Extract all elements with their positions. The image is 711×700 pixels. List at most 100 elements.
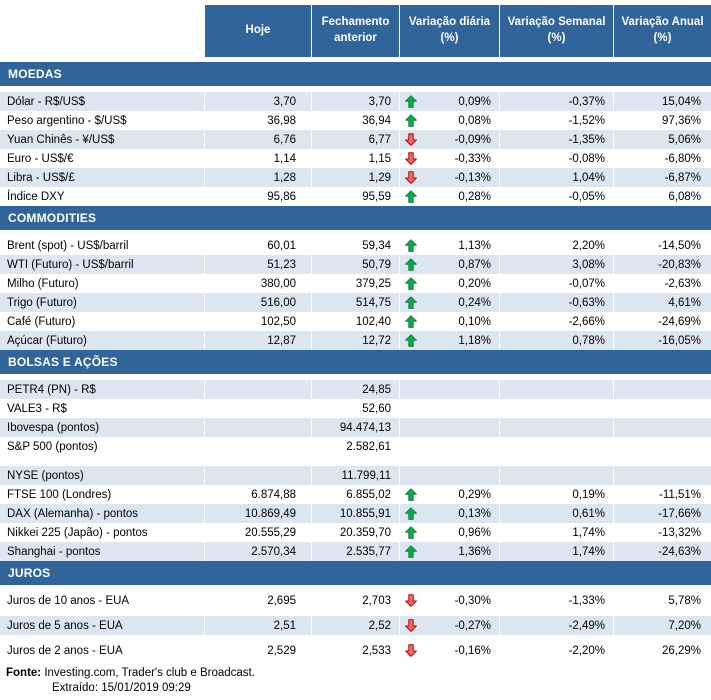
variacao-diaria-cell: 0,96% — [400, 523, 499, 542]
fechamento-anterior-value: 52,60 — [312, 399, 399, 418]
variacao-diaria-cell: 0,10% — [400, 312, 499, 331]
up-arrow-icon — [405, 331, 417, 350]
variacao-semanal-value: 2,20% — [500, 236, 613, 255]
fechamento-anterior-value: 102,40 — [312, 312, 399, 331]
fechamento-anterior-value: 1,29 — [312, 168, 399, 187]
variacao-diaria-value: 0,10% — [458, 315, 491, 328]
table-row-milho-futuro: Milho (Futuro) 380,00 379,25 0,20% -0,07% -2,… — [0, 274, 711, 293]
variacao-diaria-cell: 0,20% — [400, 274, 499, 293]
fechamento-anterior-value: 20.359,70 — [312, 523, 399, 542]
section-header-moedas: MOEDAS — [0, 62, 711, 86]
variacao-semanal-value: 1,74% — [500, 542, 613, 561]
variacao-semanal-value: -0,37% — [500, 92, 613, 111]
variacao-diaria-value: -0,33% — [454, 152, 491, 165]
variacao-semanal-value — [500, 418, 613, 437]
variacao-anual-value: -20,83% — [614, 255, 711, 274]
variacao-semanal-value — [500, 399, 613, 418]
variacao-diaria-cell — [400, 437, 499, 456]
fechamento-anterior-value: 2,703 — [312, 591, 399, 610]
table-body: MOEDAS Dólar - R$/US$ 3,70 3,70 0,09% -0,37% 1… — [0, 62, 711, 660]
variacao-diaria-cell — [400, 418, 499, 437]
row-label: WTI (Futuro) - US$/barril — [0, 255, 204, 274]
row-label: Juros de 2 anos - EUA — [0, 641, 204, 660]
variacao-anual-value — [614, 418, 711, 437]
variacao-diaria-cell: 1,36% — [400, 542, 499, 561]
footer: Fonte: Investing.com, Trader's club e Br… — [0, 666, 711, 696]
row-label: Brent (spot) - US$/barril — [0, 236, 204, 255]
row-label: FTSE 100 (Londres) — [0, 485, 204, 504]
source-text: Investing.com, Trader's club e Broadcast… — [44, 667, 255, 679]
fechamento-anterior-value: 6.855,02 — [312, 485, 399, 504]
down-arrow-icon — [405, 130, 417, 149]
fechamento-anterior-value: 11.799,11 — [312, 466, 399, 485]
variacao-anual-value — [614, 466, 711, 485]
variacao-anual-value: 26,29% — [614, 641, 711, 660]
variacao-anual-value: -6,87% — [614, 168, 711, 187]
up-arrow-icon — [405, 274, 417, 293]
fechamento-anterior-value: 2,533 — [312, 641, 399, 660]
hoje-value — [205, 466, 311, 485]
variacao-diaria-value: 0,20% — [458, 277, 491, 290]
variacao-semanal-value: -0,08% — [500, 149, 613, 168]
row-label: Café (Futuro) — [0, 312, 204, 331]
header-col-variacao-semanal: Variação Semanal (%) — [500, 5, 613, 57]
hoje-value: 2,695 — [205, 591, 311, 610]
table-row-nyse-pontos: NYSE (pontos) 11.799,11 — [0, 466, 711, 485]
fechamento-anterior-value: 36,94 — [312, 111, 399, 130]
source-label: Fonte: — [6, 667, 42, 679]
table-row-petr4-pn-r: PETR4 (PN) - R$ 24,85 — [0, 380, 711, 399]
fechamento-anterior-value: 59,34 — [312, 236, 399, 255]
up-arrow-icon — [405, 504, 417, 523]
section-header-juros: JUROS — [0, 561, 711, 585]
variacao-anual-value: -2,63% — [614, 274, 711, 293]
down-arrow-icon — [405, 168, 417, 187]
extracted-label: Extraído: — [52, 682, 99, 694]
up-arrow-icon — [405, 111, 417, 130]
table-row-dax-alemanha-pontos: DAX (Alemanha) - pontos 10.869,49 10.855,9… — [0, 504, 711, 523]
hoje-value: 2.570,34 — [205, 542, 311, 561]
row-label: DAX (Alemanha) - pontos — [0, 504, 204, 523]
variacao-anual-value — [614, 399, 711, 418]
variacao-diaria-cell: -0,30% — [400, 591, 499, 610]
variacao-semanal-value: 0,19% — [500, 485, 613, 504]
up-arrow-icon — [405, 485, 417, 504]
table-row-libra-us: Libra - US$/£ 1,28 1,29 -0,13% 1,04% -6,87% — [0, 168, 711, 187]
extracted-line: Extraído: 15/01/2019 09:29 — [0, 681, 711, 696]
variacao-anual-value: -11,51% — [614, 485, 711, 504]
variacao-anual-value: 5,06% — [614, 130, 711, 149]
header-col-fechamento-anterior: Fechamento anterior — [312, 5, 399, 57]
section-spacer — [0, 230, 711, 236]
variacao-semanal-value: -1,35% — [500, 130, 613, 149]
variacao-semanal-value — [500, 466, 613, 485]
variacao-anual-value: -13,32% — [614, 523, 711, 542]
fechamento-anterior-value: 1,15 — [312, 149, 399, 168]
variacao-diaria-value: -0,13% — [454, 171, 491, 184]
hoje-value: 3,70 — [205, 92, 311, 111]
variacao-diaria-cell: -0,09% — [400, 130, 499, 149]
section-header-commodities: COMMODITIES — [0, 206, 711, 230]
row-label: Juros de 5 anos - EUA — [0, 616, 204, 635]
down-arrow-icon — [405, 616, 417, 635]
fechamento-anterior-value: 12,72 — [312, 331, 399, 350]
table-row-juros-de-10-anos-eua: Juros de 10 anos - EUA 2,695 2,703 -0,30% -1… — [0, 591, 711, 610]
row-label: Yuan Chinês - ¥/US$ — [0, 130, 204, 149]
variacao-semanal-value: -2,20% — [500, 641, 613, 660]
hoje-value: 2,51 — [205, 616, 311, 635]
table-row-wti-futuro-us-barril: WTI (Futuro) - US$/barril 51,23 50,79 0,87%… — [0, 255, 711, 274]
table-row-indice-dxy: Índice DXY 95,86 95,59 0,28% -0,05% 6,08% — [0, 187, 711, 206]
variacao-semanal-value: 0,61% — [500, 504, 613, 523]
table-row-brent-spot-us-barril: Brent (spot) - US$/barril 60,01 59,34 1,13%… — [0, 236, 711, 255]
hoje-value: 12,87 — [205, 331, 311, 350]
table-row-peso-argentino-us: Peso argentino - $/US$ 36,98 36,94 0,08% -1,… — [0, 111, 711, 130]
up-arrow-icon — [405, 255, 417, 274]
fechamento-anterior-value: 50,79 — [312, 255, 399, 274]
variacao-semanal-value: 1,74% — [500, 523, 613, 542]
variacao-semanal-value — [500, 380, 613, 399]
fechamento-anterior-value: 94.474,13 — [312, 418, 399, 437]
row-label: Dólar - R$/US$ — [0, 92, 204, 111]
variacao-semanal-value: -1,33% — [500, 591, 613, 610]
table-row-ftse-100-londres: FTSE 100 (Londres) 6.874,88 6.855,02 0,29% 0… — [0, 485, 711, 504]
variacao-diaria-value: 0,13% — [458, 507, 491, 520]
up-arrow-icon — [405, 542, 417, 561]
